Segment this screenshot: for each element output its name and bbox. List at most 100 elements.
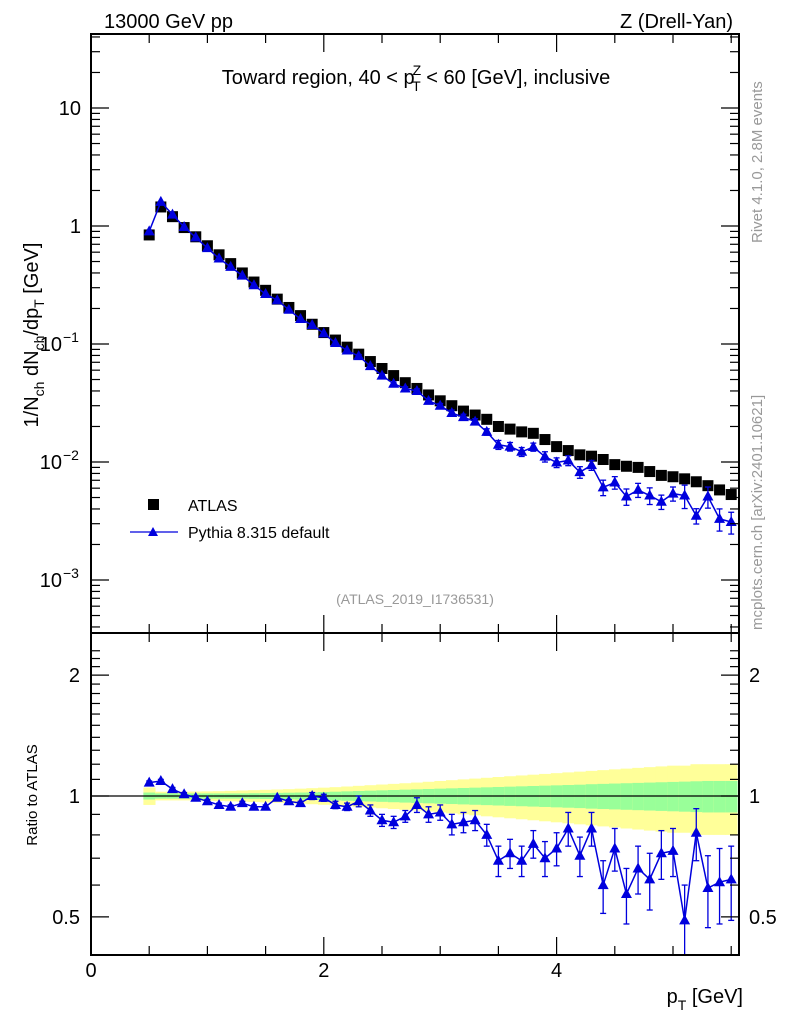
atlas-point bbox=[539, 434, 551, 446]
main-ylabel: 1/Nch dNch/dpT [GeV] bbox=[21, 243, 47, 428]
ratio-point bbox=[318, 791, 330, 802]
pythia-point bbox=[667, 487, 679, 498]
main-y-tick-exponent: −2 bbox=[63, 447, 79, 463]
ratio-point bbox=[155, 774, 167, 785]
ratio-y-tick-label-right: 1 bbox=[749, 786, 760, 808]
ratio-y-tick-label: 0.5 bbox=[52, 907, 80, 929]
ratio-point bbox=[353, 795, 365, 806]
atlas-point bbox=[655, 469, 667, 481]
title-post: < 60 [GeV], inclusive bbox=[421, 67, 611, 89]
ratio-point bbox=[236, 797, 248, 808]
mcplots-label: mcplots.cern.ch [arXiv:2401.10621] bbox=[749, 395, 766, 630]
ratio-point bbox=[516, 854, 528, 865]
axes bbox=[90, 33, 740, 956]
pythia-point bbox=[271, 294, 283, 305]
atlas-point bbox=[644, 466, 656, 478]
x-tick-label: 0 bbox=[85, 960, 96, 982]
band-inner bbox=[713, 780, 726, 813]
ratio-point bbox=[213, 798, 225, 809]
main-y-tick-label: 10 bbox=[40, 334, 62, 356]
main-title: Toward region, 40 < pZ T < 60 [GeV], incl… bbox=[222, 62, 611, 94]
atlas-point bbox=[574, 449, 586, 461]
main-y-tick-label: 10 bbox=[40, 452, 62, 474]
pythia-point bbox=[306, 318, 318, 329]
pythia-point bbox=[527, 441, 539, 452]
ratio-point bbox=[504, 847, 516, 858]
pythia-point bbox=[376, 369, 388, 380]
ratio-point bbox=[178, 788, 190, 799]
atlas-series bbox=[143, 201, 737, 501]
pythia-point bbox=[388, 377, 400, 388]
atlas-point bbox=[632, 461, 644, 473]
pythia-point bbox=[632, 483, 644, 494]
ratio-point bbox=[702, 882, 714, 893]
pythia-point bbox=[399, 382, 411, 393]
pythia-point bbox=[551, 456, 563, 467]
ratio-point bbox=[574, 849, 586, 860]
ratio-point bbox=[586, 822, 598, 833]
atlas-point bbox=[504, 423, 516, 435]
pythia-point bbox=[295, 312, 307, 323]
ratio-point bbox=[551, 842, 563, 853]
pythia-point bbox=[620, 490, 632, 501]
band-inner bbox=[690, 781, 703, 813]
atlas-point bbox=[597, 453, 609, 465]
ratio-point bbox=[283, 795, 295, 806]
ratio-point bbox=[190, 791, 202, 802]
atlas-point bbox=[586, 450, 598, 462]
header-left: 13000 GeV pp bbox=[104, 11, 233, 33]
ratio-point bbox=[260, 800, 272, 811]
pythia-point bbox=[597, 481, 609, 492]
atlas-point bbox=[690, 476, 702, 488]
ratio-point bbox=[143, 776, 155, 787]
atlas-point bbox=[469, 409, 481, 421]
band-inner bbox=[702, 780, 715, 813]
main-frame bbox=[90, 33, 740, 634]
pythia-point bbox=[457, 411, 469, 422]
ratio-point bbox=[609, 842, 621, 853]
main-y-tick-label: 10 bbox=[59, 98, 81, 120]
pythia-point bbox=[213, 252, 225, 263]
ratio-point bbox=[539, 852, 551, 863]
pythia-point bbox=[353, 350, 365, 361]
main-y-tick-label: 1 bbox=[70, 216, 81, 238]
title-sup: Z bbox=[413, 62, 422, 78]
main-y-tick-label: 10 bbox=[40, 570, 62, 592]
legend-pythia-marker bbox=[148, 527, 158, 536]
pythia-point bbox=[644, 489, 656, 500]
ratio-y-tick-label-right: 2 bbox=[749, 665, 760, 687]
ratio-point bbox=[388, 816, 400, 827]
ratio-point bbox=[329, 798, 341, 809]
ratio-point bbox=[725, 873, 737, 884]
x-tick-label: 4 bbox=[551, 960, 562, 982]
atlas-point bbox=[667, 471, 679, 483]
pythia-point bbox=[655, 495, 667, 506]
title-sub: T bbox=[412, 78, 421, 94]
pythia-point bbox=[166, 208, 178, 219]
atlas-point bbox=[376, 362, 388, 374]
atlas-point bbox=[527, 427, 539, 439]
atlas-point bbox=[446, 400, 458, 412]
pythia-point bbox=[318, 327, 330, 338]
atlas-point bbox=[457, 405, 469, 417]
ratio-point bbox=[295, 797, 307, 808]
ratio-point bbox=[597, 879, 609, 890]
pythia-point bbox=[504, 440, 516, 451]
x-tick-label: 2 bbox=[318, 960, 329, 982]
pythia-point bbox=[329, 336, 341, 347]
pythia-point bbox=[190, 231, 202, 242]
atlas-point bbox=[702, 480, 714, 492]
pythia-point bbox=[248, 279, 260, 290]
ratio-point bbox=[527, 837, 539, 848]
pythia-point bbox=[481, 425, 493, 436]
pythia-point bbox=[411, 384, 423, 395]
pythia-point bbox=[446, 407, 458, 418]
pythia-series bbox=[143, 195, 737, 535]
band-inner bbox=[725, 780, 738, 813]
header-right: Z (Drell-Yan) bbox=[620, 11, 733, 33]
ratio-point bbox=[423, 808, 435, 819]
pythia-point bbox=[143, 225, 155, 236]
ratio-point bbox=[411, 798, 423, 809]
pythia-point bbox=[679, 489, 691, 500]
atlas-point bbox=[388, 370, 400, 382]
